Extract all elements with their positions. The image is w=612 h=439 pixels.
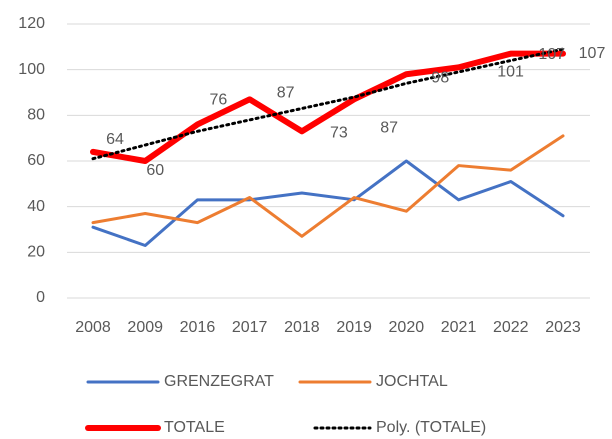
data-label: 76 [210, 92, 228, 109]
series-line [91, 159, 565, 247]
x-tick-label: 2016 [180, 319, 216, 336]
legend-label: Poly. (TOTALE) [376, 419, 486, 436]
x-tick-label: 2020 [389, 319, 425, 336]
y-tick-label: 120 [18, 15, 45, 32]
series-line [91, 47, 565, 161]
data-label: 107 [538, 46, 565, 63]
x-tick-label: 2023 [545, 319, 581, 336]
y-tick-label: 20 [27, 244, 45, 261]
data-label: 107 [579, 45, 606, 62]
legend-label: TOTALE [164, 419, 225, 436]
legend-label: JOCHTAL [376, 373, 448, 390]
x-tick-label: 2008 [75, 319, 111, 336]
x-tick-label: 2019 [336, 319, 372, 336]
data-label: 73 [330, 125, 348, 142]
legend-label: GRENZEGRAT [164, 373, 274, 390]
y-tick-label: 60 [27, 152, 45, 169]
y-tick-label: 80 [27, 107, 45, 124]
series-line [91, 134, 565, 238]
x-tick-label: 2018 [284, 319, 320, 336]
x-tick-label: 2017 [232, 319, 268, 336]
y-tick-label: 40 [27, 198, 45, 215]
x-tick-label: 2021 [441, 319, 477, 336]
y-tick-label: 100 [18, 61, 45, 78]
data-label: 64 [106, 131, 124, 148]
data-label: 101 [497, 64, 524, 81]
data-label: 87 [277, 85, 295, 102]
series-line [90, 50, 566, 164]
x-tick-label: 2009 [127, 319, 163, 336]
data-label: 87 [380, 120, 398, 137]
data-label: 98 [431, 69, 449, 86]
x-tick-label: 2022 [493, 319, 529, 336]
data-label: 60 [146, 162, 164, 179]
y-tick-label: 0 [36, 289, 45, 306]
